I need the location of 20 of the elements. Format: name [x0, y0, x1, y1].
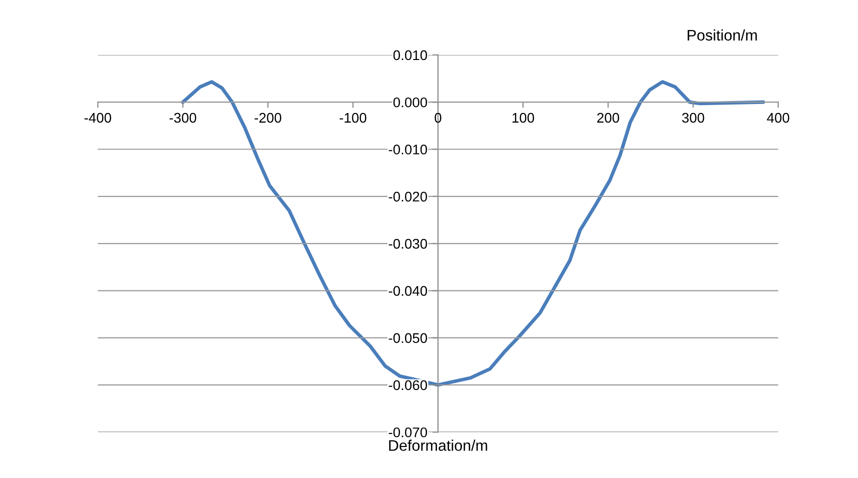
y-tick-label: 0.010 — [393, 50, 428, 60]
x-tick-label: 200 — [597, 112, 620, 123]
y-tick-label: -0.030 — [388, 238, 428, 249]
y-tick-label: -0.020 — [388, 192, 428, 202]
x-axis-title: Position/m — [688, 29, 757, 41]
x-tick-label: -400 — [84, 112, 112, 123]
y-tick-label: -0.010 — [388, 144, 428, 154]
x-tick-label: 300 — [682, 112, 704, 123]
x-tick-label: -200 — [254, 112, 282, 123]
x-tick-label: 100 — [512, 112, 534, 123]
y-tick-label: -0.050 — [388, 333, 428, 343]
y-tick-label: 0.000 — [393, 97, 428, 108]
text: Deformation/m — [389, 440, 488, 451]
y-tick-label: -0.060 — [388, 380, 428, 390]
y-tick-label: -0.070 — [388, 427, 428, 438]
x-tick-label: -300 — [170, 112, 196, 123]
x-tick-label: -100 — [340, 112, 366, 123]
y-tick-label: -0.040 — [388, 286, 428, 296]
x-tick-label: 0 — [434, 112, 442, 123]
x-tick-label: 400 — [766, 112, 790, 123]
